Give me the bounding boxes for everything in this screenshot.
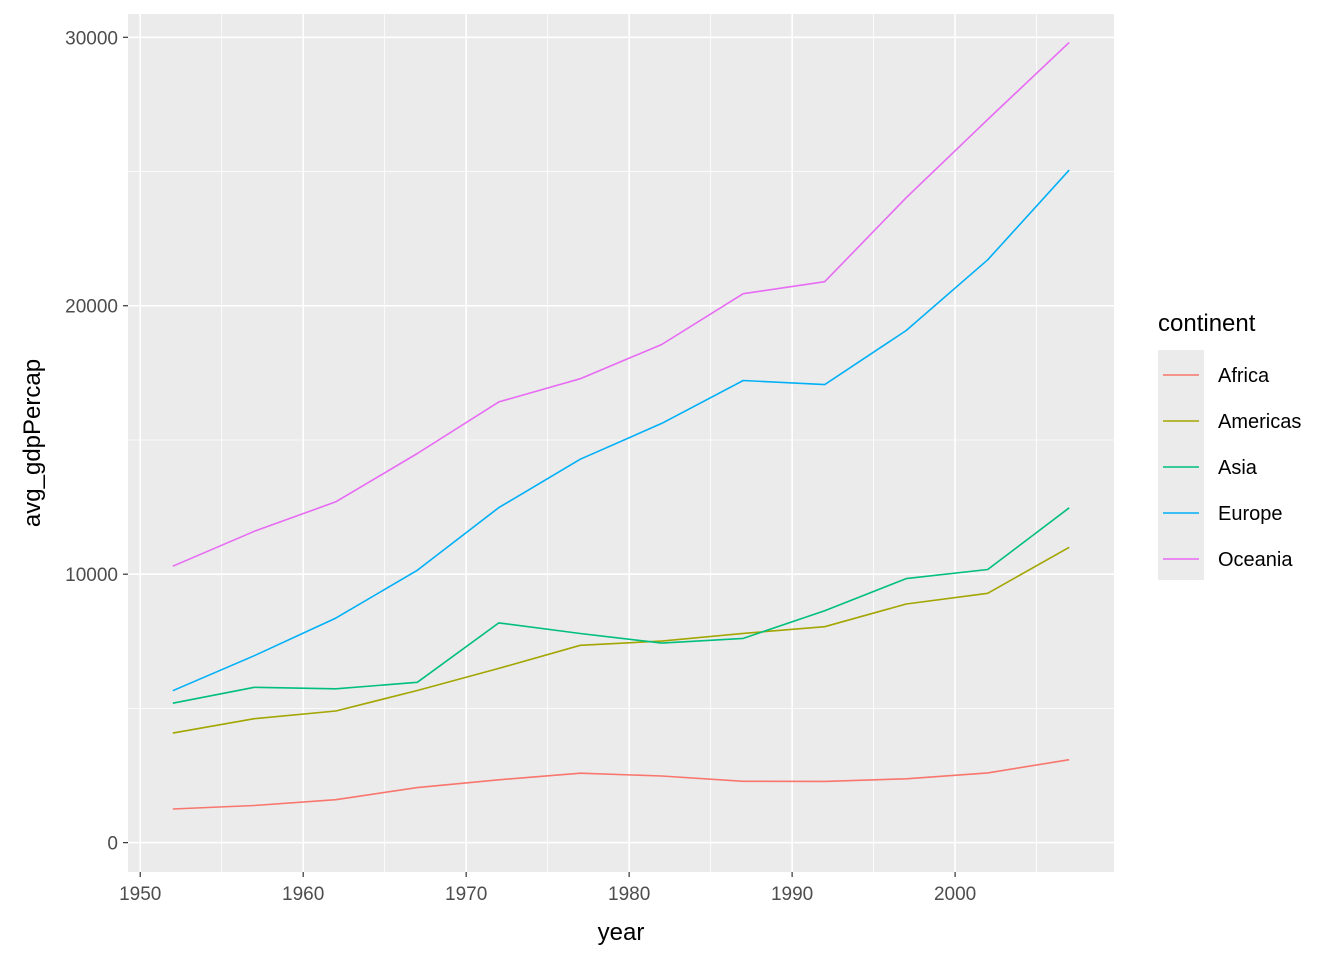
legend-label-asia: Asia	[1218, 457, 1258, 479]
x-tick-label: 1970	[445, 884, 487, 905]
minor-gridlines	[128, 14, 1114, 872]
y-tick-label: 10000	[65, 565, 118, 586]
x-tick-label: 1960	[282, 884, 324, 905]
series-lines	[172, 41, 1070, 810]
legend-title: continent	[1158, 310, 1256, 337]
legend-label-africa: Africa	[1218, 365, 1270, 387]
major-gridlines	[128, 14, 1114, 872]
y-axis: 0 10000 20000 30000	[65, 28, 128, 855]
x-tick-label: 1990	[771, 884, 813, 905]
legend-label-europe: Europe	[1218, 503, 1283, 525]
series-line-asia	[172, 507, 1070, 704]
series-line-europe	[172, 169, 1070, 692]
x-tick-label: 2000	[934, 884, 976, 905]
y-axis-title: avg_gdpPercap	[19, 359, 46, 527]
series-line-americas	[172, 546, 1070, 734]
series-line-africa	[172, 758, 1070, 810]
plot-panel	[128, 14, 1114, 872]
x-axis: 1950 1960 1970 1980 1990 2000	[119, 872, 976, 905]
y-tick-label: 30000	[65, 28, 118, 49]
y-tick-label: 20000	[65, 297, 118, 318]
x-axis-title: year	[598, 919, 645, 946]
x-tick-label: 1950	[119, 884, 161, 905]
y-tick-label: 0	[107, 834, 118, 855]
legend-label-oceania: Oceania	[1218, 549, 1293, 571]
series-line-oceania	[172, 41, 1070, 567]
legend-label-americas: Americas	[1218, 411, 1301, 433]
x-tick-label: 1980	[608, 884, 650, 905]
legend: continent Africa Americas Asia Europe Oceani…	[1158, 310, 1301, 580]
legend-key-background	[1158, 350, 1204, 580]
